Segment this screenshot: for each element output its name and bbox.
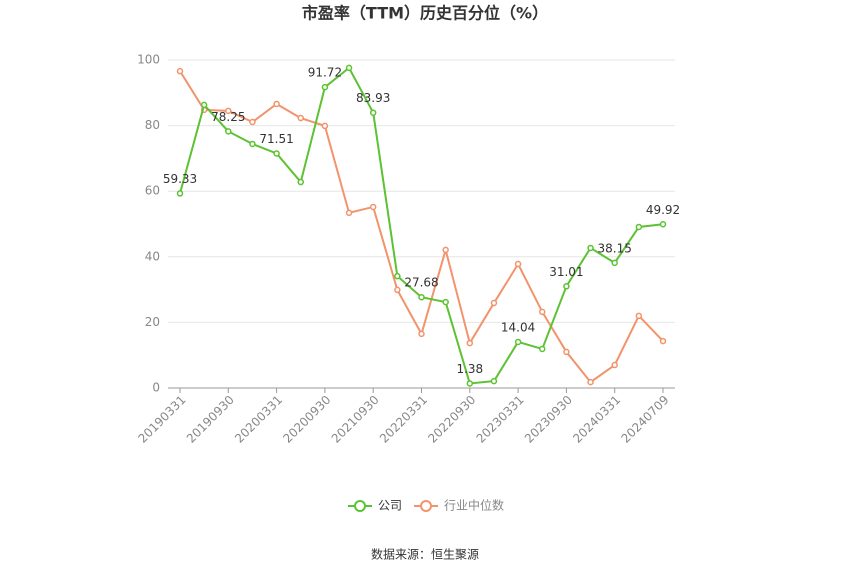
data-point [345,64,353,72]
data-label: 78.25 [211,110,245,124]
data-point [611,361,618,369]
data-point [514,260,522,268]
data-point [466,339,474,347]
data-point [587,244,594,252]
data-point [466,380,474,387]
source-note: 数据来源：恒生聚源 [371,547,479,562]
data-point [297,178,304,186]
data-point [321,122,329,130]
data-point [249,118,256,126]
data-point [635,223,643,231]
data-label: 59.33 [163,172,197,186]
x-tick-label: 20240709 [619,393,672,446]
data-point [369,109,377,116]
data-point [418,293,425,301]
data-point [563,283,570,290]
y-tick-label: 40 [145,249,160,263]
data-label: 38.15 [598,241,632,255]
x-tick-label: 20190930 [184,393,237,446]
data-point [442,246,449,254]
data-point [442,298,449,306]
data-label: 31.01 [549,265,583,279]
data-label: 83.93 [356,91,390,105]
data-point [297,114,304,122]
data-point [321,83,329,91]
y-tick-label: 80 [145,118,160,132]
data-point [587,378,594,386]
data-point [490,377,498,385]
x-tick-label: 20240331 [570,393,623,446]
chart-title: 市盈率（TTM）历史百分位（%） [302,4,548,23]
data-point [611,259,618,267]
y-tick-label: 100 [137,53,160,67]
data-label: 91.72 [308,66,342,80]
data-point [200,101,208,109]
x-tick-label: 20200930 [280,393,333,446]
legend-marker [420,500,433,512]
data-point [345,209,353,217]
data-label: 27.68 [404,276,438,290]
data-point [563,348,570,356]
data-label: 14.04 [501,320,535,334]
data-point [514,338,522,346]
y-tick-label: 0 [152,381,160,395]
data-point [659,337,667,345]
x-tick-label: 20230331 [474,393,527,446]
y-tick-label: 20 [145,315,160,329]
data-point [539,308,546,316]
x-tick-label: 20210930 [329,393,382,446]
data-point [635,312,643,320]
data-point [490,299,498,307]
data-point [394,286,401,294]
data-point [176,67,184,75]
x-tick-label: 20190331 [136,393,189,446]
legend-marker [354,500,366,512]
x-tick-label: 20220331 [377,393,430,446]
data-point [418,330,425,338]
data-label: 49.92 [646,203,680,217]
legend-label: 公司 [378,499,402,513]
data-point [539,345,546,353]
data-point [176,190,184,197]
data-point [369,203,377,211]
data-point [225,107,232,115]
data-point [659,221,667,228]
data-point [225,128,232,135]
data-label: 1.38 [456,362,483,376]
data-point [273,100,280,108]
data-point [249,140,256,148]
y-tick-label: 60 [145,184,160,198]
legend-label: 行业中位数 [444,498,504,513]
x-tick-label: 20220930 [425,393,478,446]
data-point [394,272,401,280]
x-tick-label: 20230930 [522,393,575,446]
data-label: 71.51 [259,132,293,146]
x-tick-label: 20200331 [232,393,285,446]
data-point [273,150,280,157]
